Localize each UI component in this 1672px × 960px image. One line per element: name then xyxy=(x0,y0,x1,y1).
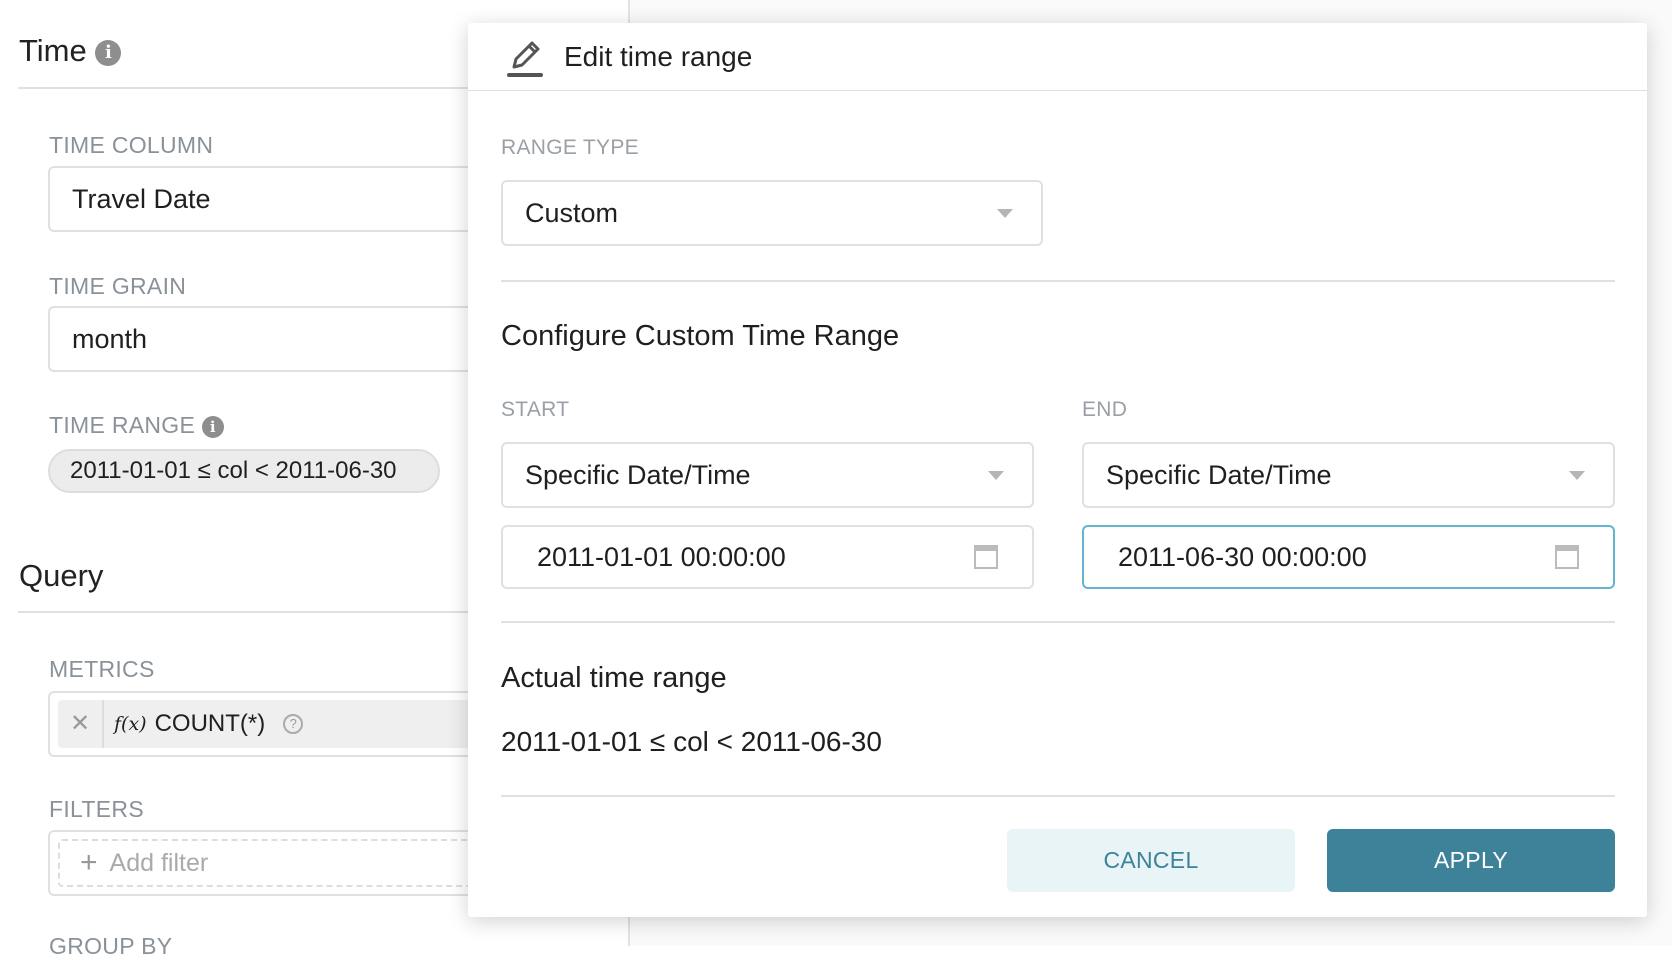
apply-button[interactable]: APPLY xyxy=(1327,829,1615,892)
cancel-button[interactable]: CANCEL xyxy=(1007,829,1295,892)
time-grain-value: month xyxy=(72,323,148,354)
start-mode-value: Specific Date/Time xyxy=(525,459,751,490)
chevron-down-icon xyxy=(988,471,1004,480)
calendar-icon[interactable] xyxy=(974,545,998,569)
end-date-input[interactable]: 2011-06-30 00:00:00 xyxy=(1082,525,1615,589)
start-date-value: 2011-01-01 00:00:00 xyxy=(537,541,786,572)
range-type-value: Custom xyxy=(525,197,619,228)
divider xyxy=(501,621,1615,623)
filters-label: FILTERS xyxy=(49,796,144,822)
end-mode-select[interactable]: Specific Date/Time xyxy=(1082,442,1615,508)
fx-icon: f(x) xyxy=(114,713,147,735)
divider xyxy=(501,280,1615,282)
calendar-icon[interactable] xyxy=(1555,545,1579,569)
start-date-input[interactable]: 2011-01-01 00:00:00 xyxy=(501,525,1034,589)
metrics-label: METRICS xyxy=(49,656,155,682)
custom-range-heading: Configure Custom Time Range xyxy=(501,320,900,352)
metrics-box[interactable]: ✕ f(x) COUNT(*) ? xyxy=(48,691,488,757)
add-filter-text: Add filter xyxy=(109,848,209,877)
time-range-value: 2011-01-01 ≤ col < 2011-06-30 xyxy=(70,457,397,484)
query-section-title: Query xyxy=(19,558,104,593)
plus-icon: + xyxy=(80,846,98,879)
edit-time-range-popover: Edit time range RANGE TYPE Custom Config… xyxy=(468,23,1647,917)
range-type-select[interactable]: Custom xyxy=(501,180,1043,246)
end-date-value: 2011-06-30 00:00:00 xyxy=(1118,541,1367,572)
time-range-pill[interactable]: 2011-01-01 ≤ col < 2011-06-30 xyxy=(48,449,440,493)
group-by-label: GROUP BY xyxy=(49,933,173,959)
divider xyxy=(468,90,1647,91)
info-icon[interactable]: i xyxy=(95,39,122,66)
help-icon[interactable]: ? xyxy=(283,714,304,734)
add-filter-button[interactable]: + Add filter xyxy=(58,839,486,887)
time-section-title: Time i xyxy=(19,33,122,69)
metric-tag: ✕ f(x) COUNT(*) ? xyxy=(58,700,486,748)
time-title-text: Time xyxy=(19,33,87,68)
time-column-value: Travel Date xyxy=(72,183,211,214)
end-label: END xyxy=(1082,398,1128,421)
divider xyxy=(18,611,468,613)
remove-metric-icon[interactable]: ✕ xyxy=(58,700,104,748)
actual-range-value: 2011-01-01 ≤ col < 2011-06-30 xyxy=(501,726,882,757)
time-grain-select[interactable]: month xyxy=(48,306,488,372)
info-icon[interactable]: i xyxy=(201,415,224,438)
time-grain-label: TIME GRAIN xyxy=(49,273,187,299)
chevron-down-icon xyxy=(997,209,1013,218)
popover-arrow xyxy=(456,462,469,484)
popover-title: Edit time range xyxy=(564,41,753,72)
pencil-icon xyxy=(504,37,546,79)
chevron-down-icon xyxy=(1569,471,1585,480)
start-mode-select[interactable]: Specific Date/Time xyxy=(501,442,1034,508)
metric-value: COUNT(*) xyxy=(154,710,266,737)
filters-box: + Add filter xyxy=(48,830,488,896)
time-range-label: TIME RANGE i xyxy=(49,412,224,439)
time-column-label: TIME COLUMN xyxy=(49,132,214,158)
start-label: START xyxy=(501,398,570,421)
divider xyxy=(501,795,1615,797)
time-range-label-text: TIME RANGE xyxy=(49,412,196,438)
divider xyxy=(18,87,468,89)
end-mode-value: Specific Date/Time xyxy=(1106,459,1332,490)
range-type-label: RANGE TYPE xyxy=(501,136,639,159)
time-column-select[interactable]: Travel Date xyxy=(48,166,488,232)
actual-range-heading: Actual time range xyxy=(501,662,727,694)
